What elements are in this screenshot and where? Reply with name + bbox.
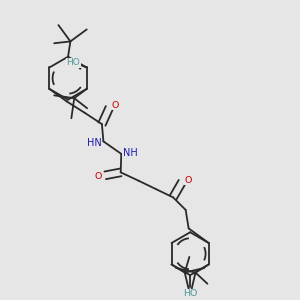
Text: HN: HN bbox=[87, 138, 102, 148]
Text: O: O bbox=[185, 176, 192, 185]
Text: O: O bbox=[95, 172, 102, 181]
Text: NH: NH bbox=[123, 148, 138, 158]
Text: O: O bbox=[112, 101, 119, 110]
Text: HO: HO bbox=[184, 289, 198, 298]
Text: HO: HO bbox=[66, 58, 80, 68]
